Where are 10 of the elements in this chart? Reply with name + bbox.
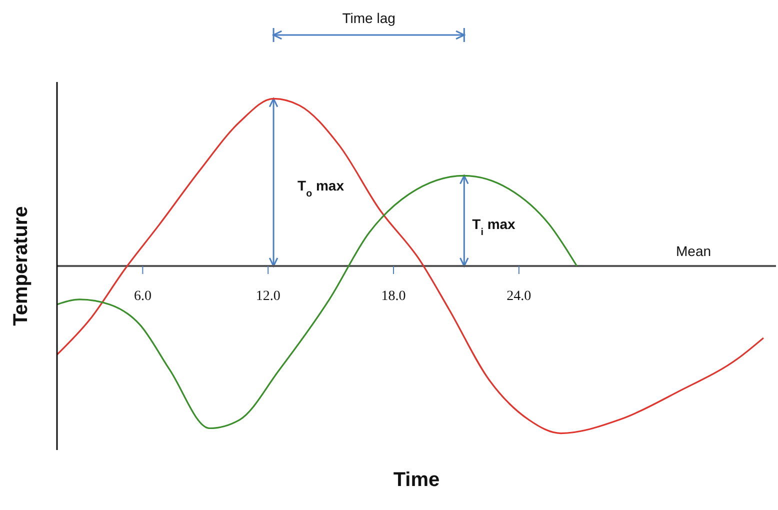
annotation: T$_{i}$ max — [472, 216, 516, 238]
x-tick-label: 12.0 — [256, 289, 280, 304]
x-tick-label: 18.0 — [381, 289, 406, 304]
x-axis-title: Time — [393, 469, 440, 491]
annotation: T$_{o}$ max — [298, 177, 344, 199]
x-tick-label: 6.0 — [134, 289, 152, 304]
annotation: Mean — [676, 243, 712, 259]
text: Time lag — [342, 10, 396, 26]
x-tick-label: 24.0 — [506, 289, 532, 304]
y-axis-title: Temperature — [10, 206, 32, 326]
